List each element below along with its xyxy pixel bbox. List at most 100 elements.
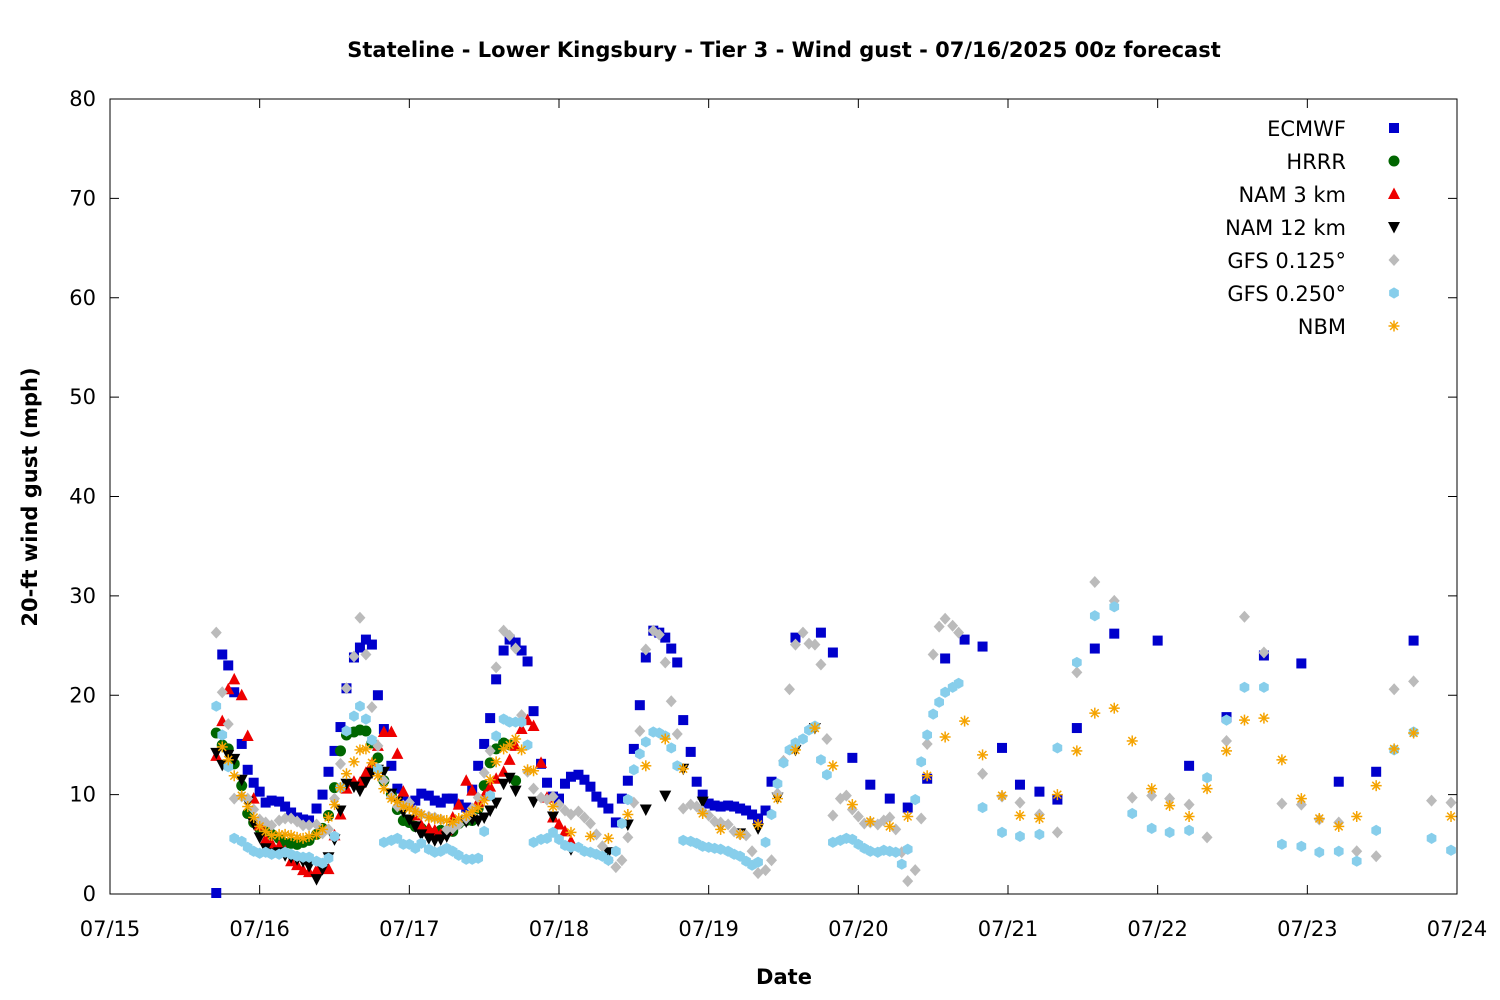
- data-point: [341, 725, 352, 737]
- data-point: [553, 798, 565, 811]
- data-point: [478, 812, 491, 824]
- data-point: [484, 774, 496, 786]
- data-point: [547, 790, 559, 803]
- data-point: [996, 790, 1008, 802]
- data-point: [484, 744, 496, 757]
- data-point: [516, 716, 527, 728]
- data-point: [461, 802, 472, 813]
- data-point: [1351, 855, 1362, 867]
- data-point: [628, 764, 639, 776]
- data-point: [610, 861, 622, 874]
- data-point: [939, 612, 951, 625]
- data-point: [685, 746, 696, 757]
- data-point: [1371, 766, 1382, 777]
- data-point: [822, 769, 832, 781]
- data-point: [672, 657, 683, 668]
- data-point: [634, 725, 646, 738]
- data-point: [783, 683, 795, 696]
- data-point: [392, 783, 403, 794]
- data-point: [691, 776, 702, 787]
- data-point: [504, 739, 516, 751]
- data-point: [852, 810, 864, 823]
- y-tick-label: 50: [69, 385, 96, 409]
- data-point: [1221, 714, 1232, 726]
- data-point: [1258, 646, 1270, 659]
- data-point: [254, 786, 265, 797]
- data-point: [347, 781, 360, 794]
- legend: ECMWF HRRR NAM 3 km NAM 12 km GFS 0.125° GFS …: [1225, 117, 1400, 339]
- data-point: [340, 778, 353, 791]
- data-point: [378, 783, 390, 795]
- legend-marker: [1388, 254, 1400, 266]
- data-point: [666, 742, 677, 754]
- data-point: [1089, 575, 1101, 588]
- data-point: [611, 845, 621, 857]
- data-point: [659, 790, 672, 803]
- data-point: [403, 814, 416, 826]
- data-point: [429, 795, 440, 806]
- data-point: [977, 767, 989, 780]
- data-point: [729, 801, 740, 812]
- data-point: [1126, 735, 1138, 747]
- data-point: [323, 852, 334, 864]
- data-point: [359, 766, 372, 778]
- data-point: [798, 733, 808, 745]
- data-point: [440, 831, 453, 843]
- data-point: [559, 778, 570, 789]
- data-point: [479, 738, 490, 749]
- data-point: [366, 701, 378, 714]
- data-point: [216, 741, 228, 753]
- legend-label: NAM 12 km: [1225, 216, 1346, 240]
- data-point: [547, 801, 559, 813]
- data-point: [228, 770, 240, 782]
- data-point: [360, 743, 372, 755]
- data-point: [959, 634, 970, 645]
- data-point: [678, 834, 689, 846]
- data-point: [578, 811, 590, 824]
- data-point: [1071, 723, 1082, 734]
- data-point: [753, 856, 763, 868]
- data-point: [622, 831, 634, 844]
- data-point: [916, 756, 927, 768]
- data-point: [840, 789, 852, 802]
- data-point: [659, 656, 671, 669]
- data-point: [528, 706, 539, 717]
- data-point: [585, 781, 596, 792]
- data-point: [1388, 683, 1400, 696]
- data-point: [890, 846, 901, 858]
- data-point: [1313, 812, 1325, 824]
- data-point: [504, 629, 516, 642]
- data-point: [558, 824, 571, 837]
- data-point: [522, 764, 534, 776]
- data-point: [329, 745, 340, 756]
- x-tick-label: 07/22: [1127, 917, 1188, 941]
- legend-marker: [1388, 222, 1400, 234]
- data-point: [752, 818, 764, 830]
- data-point: [236, 738, 247, 749]
- data-point: [940, 653, 951, 664]
- data-point: [228, 672, 241, 685]
- data-point: [1183, 810, 1195, 822]
- data-point: [478, 795, 490, 807]
- data-point: [603, 854, 614, 866]
- data-point: [279, 812, 291, 825]
- data-point: [241, 729, 254, 741]
- data-point: [211, 888, 222, 899]
- data-point: [1370, 780, 1382, 792]
- data-point: [510, 642, 522, 655]
- data-point: [522, 656, 533, 667]
- data-point: [242, 764, 253, 775]
- data-point: [622, 809, 634, 820]
- data-point: [410, 795, 421, 806]
- data-point: [354, 611, 366, 624]
- y-tick-label: 20: [69, 683, 96, 707]
- data-point: [510, 733, 522, 745]
- data-point: [527, 796, 540, 809]
- data-point: [329, 799, 340, 811]
- data-point: [310, 874, 323, 886]
- data-point: [211, 700, 222, 712]
- data-point: [1333, 776, 1344, 787]
- data-point: [242, 801, 254, 813]
- data-point: [790, 632, 801, 643]
- data-point: [678, 715, 689, 726]
